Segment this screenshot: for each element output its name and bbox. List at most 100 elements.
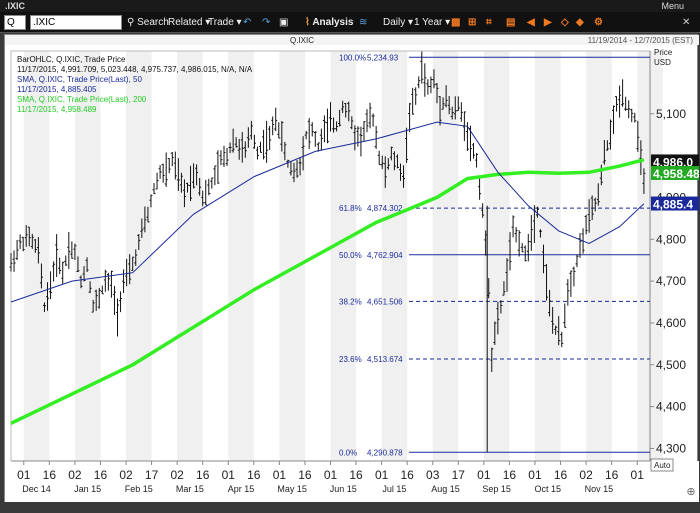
legend-sma200-value: 11/17/2015, 4,958.489 bbox=[17, 105, 97, 114]
fib-value: 4,651.506 bbox=[367, 297, 403, 306]
symbol-input[interactable]: .IXIC bbox=[30, 15, 122, 30]
price-axis-unit: USD bbox=[654, 58, 671, 67]
auto-scale-label: Auto bbox=[654, 461, 671, 470]
legend-ohlc-values: 11/17/2015, 4,991.709, 5,023.448, 4,975.… bbox=[17, 65, 253, 74]
month-band bbox=[483, 51, 510, 461]
x-day-label: 02 bbox=[119, 468, 133, 482]
fib-percent: 23.6% bbox=[339, 355, 362, 364]
y-tick-label: 4,700 bbox=[656, 274, 686, 288]
bottom-strip bbox=[0, 502, 700, 513]
analysis-menu[interactable]: ⌇ Analysis bbox=[305, 17, 354, 28]
x-month-label: Oct 15 bbox=[535, 484, 562, 494]
x-day-label: 02 bbox=[68, 468, 82, 482]
fib-value: 4,290.878 bbox=[367, 448, 403, 457]
interval-select[interactable]: Daily ▾ bbox=[383, 17, 414, 28]
month-band bbox=[23, 51, 50, 461]
search-button[interactable]: ⚲ Search bbox=[127, 17, 169, 28]
fib-percent: 61.8% bbox=[339, 204, 362, 213]
x-day-label: 16 bbox=[247, 468, 261, 482]
x-day-label: 16 bbox=[554, 468, 568, 482]
camera-icon[interactable]: ▣ bbox=[279, 17, 289, 28]
price-chart[interactable]: Q.IXIC 11/19/2014 - 12/7/2015 (EST) PriceU… bbox=[5, 35, 699, 503]
fib-percent: 50.0% bbox=[339, 251, 362, 260]
x-day-label: 02 bbox=[579, 468, 593, 482]
fib-value: 5,234.93 bbox=[367, 53, 399, 62]
fib-percent: 38.2% bbox=[339, 297, 362, 306]
settings-icon[interactable]: ⚙ bbox=[594, 17, 603, 28]
x-month-label: Jun 15 bbox=[330, 484, 357, 494]
sma50-line bbox=[10, 121, 645, 303]
price-tag-label: 4,986.0 bbox=[653, 155, 693, 169]
x-month-label: May 15 bbox=[277, 484, 307, 494]
x-day-label: 01 bbox=[273, 468, 287, 482]
toolbar: Q .IXIC ⚲ Search Related ▾ Trade ▾ ↶ ↷ ▣… bbox=[0, 12, 700, 33]
price-tag-box bbox=[651, 154, 699, 169]
search-icon: ⚲ bbox=[127, 17, 135, 28]
x-month-label: Jan 15 bbox=[74, 484, 101, 494]
price-tag-label: 4,885.4 bbox=[653, 198, 693, 212]
x-day-label: 16 bbox=[196, 468, 210, 482]
related-menu[interactable]: Related ▾ bbox=[168, 17, 211, 28]
symbol-type-select[interactable]: Q bbox=[4, 15, 26, 30]
month-band bbox=[586, 51, 612, 461]
title-bar: .IXIC Menu bbox=[0, 0, 700, 12]
x-month-label: Mar 15 bbox=[176, 484, 204, 494]
x-day-label: 17 bbox=[145, 468, 159, 482]
x-month-label: Jul 15 bbox=[382, 484, 406, 494]
x-month-label: Aug 15 bbox=[431, 484, 460, 494]
x-month-label: Feb 15 bbox=[125, 484, 153, 494]
x-day-label: 16 bbox=[349, 468, 363, 482]
fib-percent: 100.0% bbox=[339, 53, 366, 62]
analysis-icon: ⌇ bbox=[305, 17, 310, 28]
zoom-out-icon[interactable]: ◇ bbox=[561, 17, 569, 28]
zoom-icon: ⊕ bbox=[686, 486, 695, 498]
redo-icon[interactable]: ↷ bbox=[262, 17, 271, 28]
scroll-left-icon[interactable]: ◀ bbox=[527, 17, 535, 28]
chart-header-bar bbox=[5, 35, 699, 45]
legend-sma200-title: SMA, Q.IXIC, Trade Price(Last), 200 bbox=[17, 95, 147, 104]
price-axis-label: Price bbox=[654, 48, 673, 57]
studies-icon[interactable]: ≋ bbox=[359, 17, 368, 28]
close-icon[interactable]: ✕ bbox=[682, 17, 691, 28]
legend-sma50-value: 11/17/2015, 4,885.405 bbox=[17, 85, 97, 94]
x-day-label: 16 bbox=[605, 468, 619, 482]
compare-icon[interactable]: ⊞ bbox=[468, 17, 477, 28]
x-day-label: 02 bbox=[170, 468, 184, 482]
x-day-label: 01 bbox=[528, 468, 542, 482]
scroll-right-icon[interactable]: ▶ bbox=[544, 17, 552, 28]
window-title: .IXIC bbox=[5, 1, 26, 11]
chart-style-icon[interactable]: ▩ bbox=[451, 17, 461, 28]
x-day-label: 16 bbox=[43, 468, 57, 482]
sma200-line bbox=[10, 158, 645, 425]
x-axis-bg bbox=[5, 461, 699, 503]
menu-button[interactable]: Menu bbox=[661, 1, 684, 11]
y-tick-label: 4,800 bbox=[656, 232, 686, 246]
fib-percent: 0.0% bbox=[339, 448, 357, 457]
x-month-label: Nov 15 bbox=[585, 484, 614, 494]
x-day-label: 16 bbox=[503, 468, 517, 482]
x-day-label: 01 bbox=[631, 468, 645, 482]
month-band bbox=[279, 51, 305, 461]
y-tick-label: 5,100 bbox=[656, 107, 686, 121]
x-day-label: 01 bbox=[17, 468, 31, 482]
legend-ohlc-title: BarOHLC, Q.IXIC, Trade Price bbox=[17, 55, 126, 64]
x-month-label: Sep 15 bbox=[482, 484, 511, 494]
fib-value: 4,762.904 bbox=[367, 251, 403, 260]
y-tick-label: 4,300 bbox=[656, 441, 686, 455]
y-tick-label: 4,400 bbox=[656, 400, 686, 414]
month-band bbox=[74, 51, 101, 461]
chart-panel[interactable]: Q.IXIC 11/19/2014 - 12/7/2015 (EST) Price U… bbox=[4, 34, 699, 503]
undo-icon[interactable]: ↶ bbox=[243, 17, 252, 28]
grid-icon[interactable]: ⌗ bbox=[486, 17, 492, 28]
chart-legend: BarOHLC, Q.IXIC, Trade Price 11/17/2015,… bbox=[17, 55, 252, 115]
range-select[interactable]: 1 Year ▾ bbox=[414, 17, 451, 28]
x-day-label: 16 bbox=[94, 468, 108, 482]
auto-scale-box bbox=[650, 458, 674, 472]
zoom-in-icon[interactable]: ◆ bbox=[576, 17, 584, 28]
x-day-label: 16 bbox=[298, 468, 312, 482]
print-icon[interactable]: ▤ bbox=[506, 17, 516, 28]
x-day-label: 17 bbox=[452, 468, 466, 482]
month-band bbox=[381, 51, 408, 461]
trade-menu[interactable]: Trade ▾ bbox=[208, 17, 242, 28]
month-band bbox=[126, 51, 152, 461]
